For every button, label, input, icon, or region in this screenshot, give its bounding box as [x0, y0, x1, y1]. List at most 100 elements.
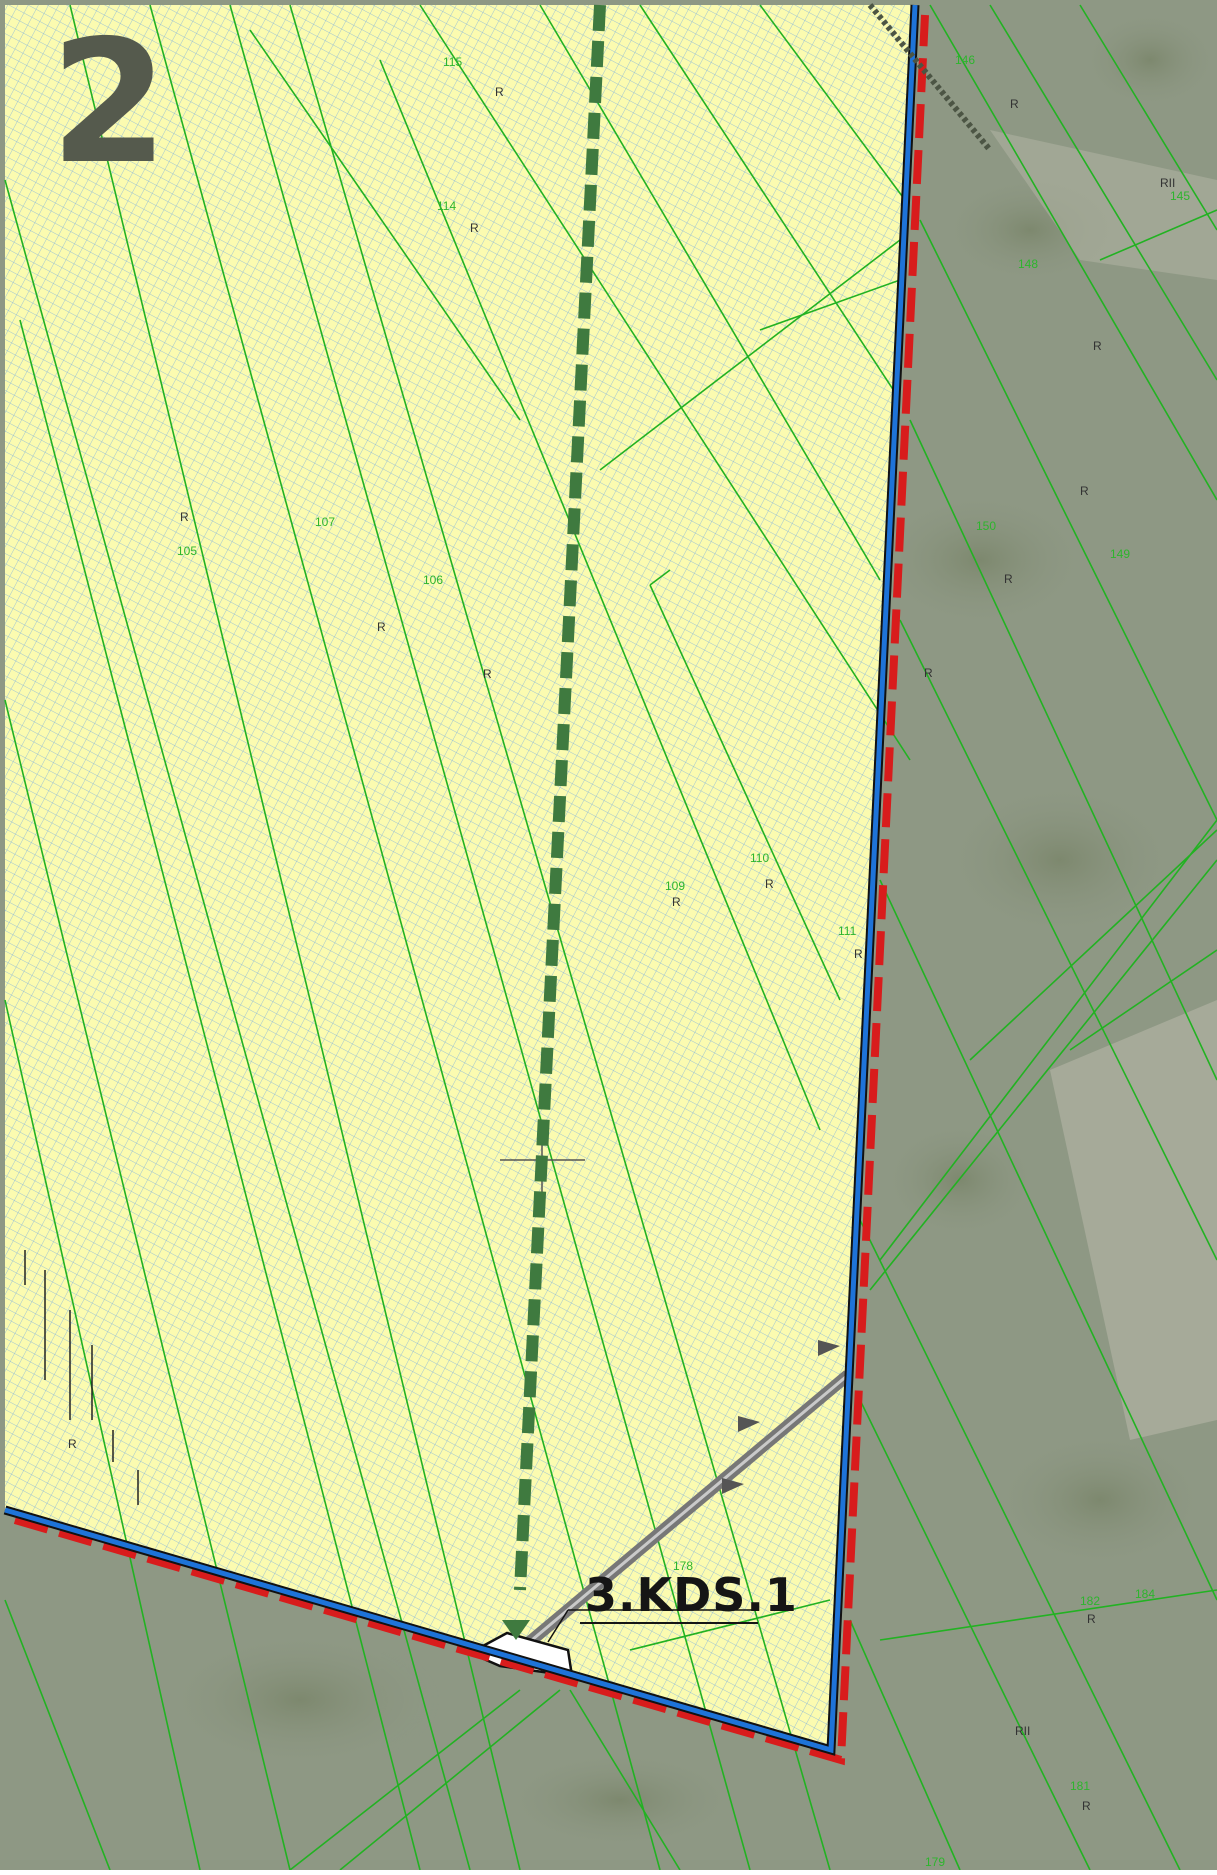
parcel-line — [639, 4, 901, 401]
parcel-label-115: 115 — [443, 55, 462, 69]
parcel-line — [599, 239, 901, 471]
parcel-line — [989, 4, 1217, 381]
parcel-line — [929, 4, 1217, 501]
parcel-label-145: 145 — [1170, 189, 1190, 203]
parcel-label-178: 178 — [673, 1559, 693, 1573]
parcel-number-labels: 115 114 107 105 106 109 110 111 146 145 … — [177, 53, 1190, 1869]
parcel-line — [909, 419, 1217, 1081]
parcel-line — [1069, 949, 1217, 1051]
access-road — [516, 1340, 852, 1655]
parcel-line — [379, 59, 821, 1131]
sheet-number: 2 — [50, 4, 169, 202]
parcel-label-106: 106 — [423, 573, 443, 587]
parcel-label-110: 110 — [750, 851, 769, 865]
tree-cluster — [940, 780, 1180, 940]
tree-cluster — [160, 1630, 440, 1770]
parcel-label-105: 105 — [177, 544, 197, 558]
parcel-line — [649, 569, 671, 586]
parcel-line — [4, 699, 291, 1871]
land-use-label: R — [1004, 572, 1013, 586]
parcel-line — [879, 1589, 1217, 1641]
land-use-label: R — [672, 895, 681, 909]
parcel-label-107: 107 — [315, 515, 335, 529]
plan-boundary — [4, 4, 918, 1754]
parcel-label-184: 184 — [1135, 1587, 1155, 1601]
land-use-label: R — [765, 877, 774, 891]
land-use-label: R — [483, 667, 492, 681]
parcel-line — [759, 4, 906, 201]
road-arrow — [818, 1340, 840, 1356]
parcel-line — [899, 619, 1217, 1261]
parcel-label-146: 146 — [955, 53, 975, 67]
edge-marks — [24, 1250, 139, 1505]
zone-label-underline — [580, 1622, 758, 1624]
parcel-line — [419, 4, 911, 761]
rail-track — [867, 3, 993, 152]
land-use-label: RII — [1015, 1724, 1030, 1738]
parcel-line — [649, 584, 841, 1001]
parcel-lines — [4, 4, 1217, 1871]
tree-cluster — [990, 1430, 1210, 1570]
parcel-line — [969, 829, 1217, 1061]
parcel-label-181: 181 — [1070, 1779, 1090, 1793]
tree-cluster — [870, 490, 1090, 630]
land-use-label: R — [180, 510, 189, 524]
aerial-texture — [160, 10, 1217, 1850]
parcel-label-109: 109 — [665, 879, 685, 893]
parcel-line — [249, 29, 521, 421]
parcel-label-149: 149 — [1110, 547, 1130, 561]
parcel-line — [859, 1399, 1091, 1871]
bare-field — [990, 130, 1217, 280]
parcel-line — [859, 1219, 1181, 1871]
parcel-line — [289, 4, 831, 1871]
parcel-line — [1079, 4, 1217, 231]
parcel-line — [4, 179, 471, 1871]
tree-cluster — [500, 1750, 740, 1850]
road-arrow — [722, 1478, 744, 1494]
parcel-line — [4, 1599, 111, 1871]
planned-route — [514, 4, 606, 1591]
parcel-line — [229, 4, 751, 1871]
parcel-label-182: 182 — [1080, 1594, 1100, 1608]
land-use-label: R — [1080, 484, 1089, 498]
land-use-label: R — [377, 620, 386, 634]
land-use-label: R — [470, 221, 479, 235]
road-arrow — [738, 1416, 760, 1432]
zone-label: 3.KDS.1 — [585, 1568, 798, 1622]
parcel-line — [869, 859, 1217, 1291]
parcel-line — [879, 879, 1217, 1601]
parcel-line — [849, 1619, 961, 1871]
bare-field — [1050, 1000, 1217, 1440]
land-use-label: R — [1010, 97, 1019, 111]
planned-route-end — [502, 1620, 530, 1640]
parcel-label-148: 148 — [1018, 257, 1038, 271]
parcel-label-179: 179 — [925, 1855, 945, 1869]
parcel-line — [339, 1689, 561, 1871]
parcel-label-111: 111 — [838, 924, 857, 938]
zone-label-leader — [547, 1609, 569, 1643]
parcel-label-114: 114 — [437, 199, 456, 213]
parcel-line — [4, 999, 201, 1871]
tree-cluster — [1080, 10, 1217, 110]
land-use-label: R — [1082, 1799, 1091, 1813]
land-use-label: R — [1093, 339, 1102, 353]
land-use-label: R — [924, 666, 933, 680]
zoned-area-hatch — [5, 5, 915, 1750]
parcel-line — [569, 1689, 681, 1871]
land-use-label: R — [1087, 1612, 1096, 1626]
land-use-label: R — [854, 947, 863, 961]
parcel-line — [629, 1599, 831, 1651]
tree-cluster — [880, 1120, 1040, 1240]
parcel-line — [879, 819, 1217, 1261]
study-boundary — [13, 14, 929, 1766]
parcel-line — [69, 4, 521, 1871]
parcel-line — [149, 4, 661, 1871]
land-use-label: RII — [1160, 176, 1175, 190]
parcel-line — [919, 219, 1217, 821]
parcel-label-150: 150 — [976, 519, 996, 533]
parcel-line — [289, 1689, 521, 1871]
land-use-labels: R R R R R R R R RII R R R R R R R RII R — [68, 85, 1175, 1813]
land-use-label: R — [495, 85, 504, 99]
